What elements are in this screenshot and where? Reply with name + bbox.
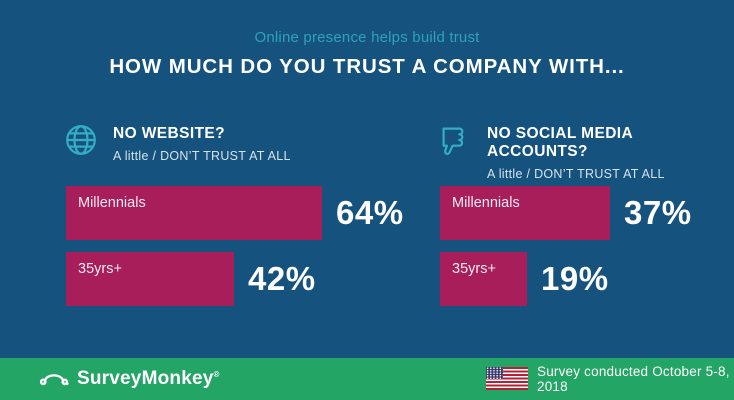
surveymonkey-logo: SurveyMonkey® bbox=[39, 358, 220, 400]
us-flag-canton bbox=[486, 367, 503, 380]
bar-row: 35yrs+ 19% bbox=[440, 252, 609, 306]
bar-value: 64% bbox=[336, 194, 404, 231]
bar-label: Millennials bbox=[78, 195, 146, 211]
bar-label: 35yrs+ bbox=[78, 261, 122, 277]
bar-millennials: Millennials bbox=[66, 186, 322, 240]
survey-note: Survey conducted October 5-8, 2018 bbox=[537, 364, 730, 394]
bar-value: 37% bbox=[624, 194, 692, 231]
section-title: NO WEBSITE? bbox=[113, 125, 226, 142]
bar-35yrs: 35yrs+ bbox=[440, 252, 527, 306]
bar-millennials: Millennials bbox=[440, 186, 610, 240]
registered-mark: ® bbox=[213, 370, 220, 379]
bar-label: 35yrs+ bbox=[452, 261, 496, 277]
bar-row: Millennials 37% bbox=[440, 186, 692, 240]
section-title: NO SOCIAL MEDIA ACCOUNTS? bbox=[487, 125, 633, 160]
globe-icon bbox=[62, 121, 100, 164]
bar-35yrs: 35yrs+ bbox=[66, 252, 234, 306]
brand-wordmark: SurveyMonkey® bbox=[77, 368, 220, 389]
bar-value: 19% bbox=[541, 260, 609, 297]
bar-row: 35yrs+ 42% bbox=[66, 252, 316, 306]
footer-bar: SurveyMonkey® Survey conducted October 5… bbox=[0, 358, 734, 400]
section-header-text: NO SOCIAL MEDIA ACCOUNTS? A little / DON… bbox=[487, 121, 734, 181]
bar-value: 42% bbox=[248, 260, 316, 297]
subtitle: Online presence helps build trust bbox=[254, 29, 480, 46]
page-title: HOW MUCH DO YOU TRUST A COMPANY WITH... bbox=[109, 55, 625, 78]
section-header-text: NO WEBSITE? A little / DON’T TRUST AT AL… bbox=[113, 121, 291, 163]
section-subtitle: A little / DON’T TRUST AT ALL bbox=[487, 167, 665, 181]
bar-row: Millennials 64% bbox=[66, 186, 404, 240]
section-header-no-website: NO WEBSITE? A little / DON’T TRUST AT AL… bbox=[62, 121, 291, 164]
bar-label: Millennials bbox=[452, 195, 520, 211]
section-subtitle: A little / DON’T TRUST AT ALL bbox=[113, 149, 291, 163]
section-header-no-social: NO SOCIAL MEDIA ACCOUNTS? A little / DON… bbox=[436, 121, 734, 181]
surveymonkey-monkey-icon bbox=[39, 366, 69, 393]
thumbs-down-icon bbox=[436, 121, 474, 164]
us-flag-icon bbox=[486, 367, 528, 390]
